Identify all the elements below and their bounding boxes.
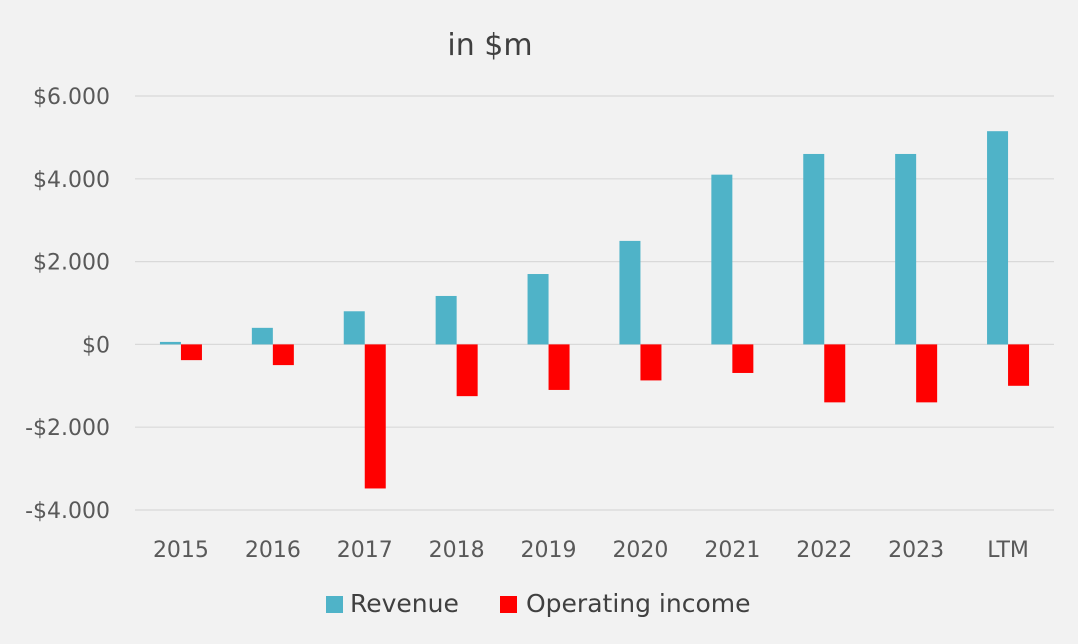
revenue-bar [527,274,549,345]
operating-income-bar [640,344,662,381]
revenue-bar [435,295,457,345]
revenue-bar [159,341,181,345]
x-tick-label: 2017 [337,538,393,563]
chart-title: in $m [447,28,532,63]
y-tick-label: $2.000 [33,251,110,276]
revenue-bar [711,174,733,345]
y-tick-label: $6.000 [33,85,110,110]
x-tick-label: LTM [987,538,1029,563]
revenue-bar [895,153,917,345]
y-tick-label: $0 [82,333,110,358]
x-tick-label: 2020 [612,538,668,563]
x-tick-label: 2021 [704,538,760,563]
operating-income-bar [364,344,386,489]
legend-swatch-revenue [326,596,343,613]
bar-layer [159,131,1030,489]
revenue-bar [619,240,641,345]
x-tick-label: 2016 [245,538,301,563]
x-tick-label: 2018 [429,538,485,563]
legend: Revenue Operating income [326,589,751,618]
y-tick-label: -$2.000 [25,416,110,441]
x-tick-label: 2022 [796,538,852,563]
x-tick-label: 2023 [888,538,944,563]
x-axis-tick-labels: 2015 2016 2017 2018 2019 2020 2021 2022 2023 LTM [153,538,1029,563]
operating-income-bar [1008,344,1030,386]
y-tick-label: -$4.000 [25,499,110,524]
revenue-bar [251,327,273,345]
operating-income-bar [548,344,570,390]
operating-income-bar [180,344,202,361]
x-tick-label: 2015 [153,538,209,563]
operating-income-bar [272,344,294,366]
operating-income-bar [824,344,846,403]
legend-label-operating-income: Operating income [526,589,751,618]
legend-label-revenue: Revenue [350,589,459,618]
revenue-bar [803,153,825,345]
operating-income-bar [732,344,754,373]
revenue-bar [987,131,1009,345]
operating-income-bar [456,344,478,397]
y-tick-label: $4.000 [33,168,110,193]
legend-swatch-operating-income [500,596,517,613]
y-axis-tick-labels: $6.000 $4.000 $2.000 $0 -$2.000 -$4.000 [25,85,110,524]
x-tick-label: 2019 [521,538,577,563]
operating-income-bar [916,344,938,403]
revenue-bar [343,311,365,345]
